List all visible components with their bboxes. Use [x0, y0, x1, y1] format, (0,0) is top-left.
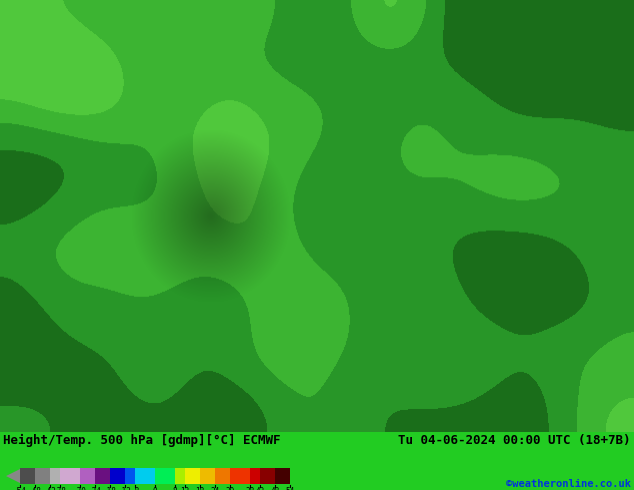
Bar — [60, 468, 80, 484]
Bar — [110, 468, 125, 484]
Bar — [275, 468, 290, 484]
Bar — [80, 468, 95, 484]
Text: -24: -24 — [88, 487, 102, 490]
Bar — [200, 468, 215, 484]
Bar — [175, 468, 185, 484]
Text: Height/Temp. 500 hPa [gdmp][°C] ECMWF: Height/Temp. 500 hPa [gdmp][°C] ECMWF — [3, 434, 280, 447]
Bar — [185, 468, 200, 484]
Text: -30: -30 — [73, 487, 87, 490]
Text: -12: -12 — [118, 487, 132, 490]
Text: -54: -54 — [13, 487, 27, 490]
Text: -42: -42 — [43, 487, 57, 490]
Bar — [260, 468, 275, 484]
Text: 30: 30 — [225, 487, 235, 490]
Text: 24: 24 — [210, 487, 219, 490]
Text: 38: 38 — [245, 487, 255, 490]
Text: -18: -18 — [103, 487, 117, 490]
Text: 12: 12 — [181, 487, 190, 490]
Bar — [230, 468, 250, 484]
Bar — [95, 468, 110, 484]
Bar — [20, 468, 35, 484]
Text: -48: -48 — [28, 487, 42, 490]
Text: 42: 42 — [256, 487, 264, 490]
Text: -38: -38 — [53, 487, 67, 490]
Bar — [35, 468, 50, 484]
Text: -8: -8 — [131, 487, 139, 490]
Bar — [135, 468, 155, 484]
Text: 54: 54 — [285, 487, 295, 490]
Bar — [215, 468, 230, 484]
Bar — [155, 468, 175, 484]
Text: ©weatheronline.co.uk: ©weatheronline.co.uk — [506, 479, 631, 489]
Text: 48: 48 — [270, 487, 280, 490]
Text: Tu 04-06-2024 00:00 UTC (18+7B): Tu 04-06-2024 00:00 UTC (18+7B) — [399, 434, 631, 447]
Bar — [125, 468, 135, 484]
Polygon shape — [6, 469, 20, 483]
Text: 0: 0 — [153, 487, 157, 490]
Bar — [250, 468, 260, 484]
Text: 18: 18 — [195, 487, 205, 490]
Bar — [50, 468, 60, 484]
Text: 8: 8 — [172, 487, 178, 490]
